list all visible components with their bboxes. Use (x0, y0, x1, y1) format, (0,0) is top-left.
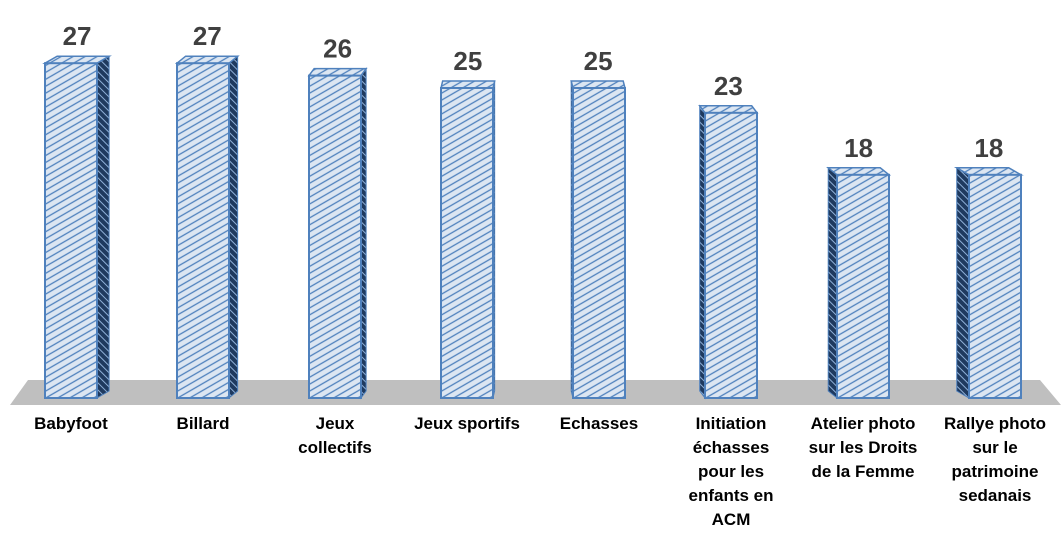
bar-top (826, 167, 892, 176)
bar (570, 80, 626, 399)
bar (307, 67, 368, 400)
bar-front (968, 173, 1022, 399)
category-label: Echasses (559, 414, 639, 433)
bar-front (572, 87, 626, 399)
category-label: Jeux sportifs (414, 414, 520, 433)
value-label: 26 (323, 34, 352, 64)
category-label: Babyfoot (34, 414, 108, 433)
bar (953, 166, 1024, 399)
value-label: 18 (974, 133, 1003, 163)
category-label: Billard (176, 414, 230, 433)
bar-side (228, 55, 239, 400)
bar-front (44, 62, 98, 399)
bar (440, 80, 496, 399)
bar (826, 166, 892, 400)
bar-top (953, 167, 1024, 176)
value-label: 25 (453, 46, 482, 76)
bar-top (307, 67, 368, 77)
bar-front (704, 111, 758, 400)
bar-top (698, 105, 759, 114)
bar-side (827, 166, 838, 400)
value-label: 27 (193, 21, 222, 51)
bar-front (836, 173, 890, 399)
category-label: Atelier photo sur les Droits de la Femme (808, 414, 918, 481)
category-label: Jeux collectifs (298, 414, 372, 457)
bar (174, 55, 240, 400)
value-label: 18 (844, 133, 873, 163)
bar-top (440, 80, 496, 89)
bar-side (96, 55, 110, 399)
bar-side (956, 166, 970, 399)
bar (698, 104, 759, 400)
value-label: 23 (714, 71, 743, 101)
floor (10, 380, 1061, 405)
value-label: 25 (584, 46, 613, 76)
bar-front (440, 87, 494, 399)
bar-top (570, 80, 626, 89)
category-label: Rallye photo sur le patrimoine sedanais (943, 414, 1046, 505)
bar-front (176, 62, 230, 399)
bar-front (308, 74, 362, 399)
bar-top (174, 55, 240, 64)
bar-top (42, 55, 112, 64)
value-label: 27 (63, 21, 92, 51)
category-label: Initiation échasses pour les enfants en … (688, 414, 774, 529)
bar (42, 55, 112, 399)
